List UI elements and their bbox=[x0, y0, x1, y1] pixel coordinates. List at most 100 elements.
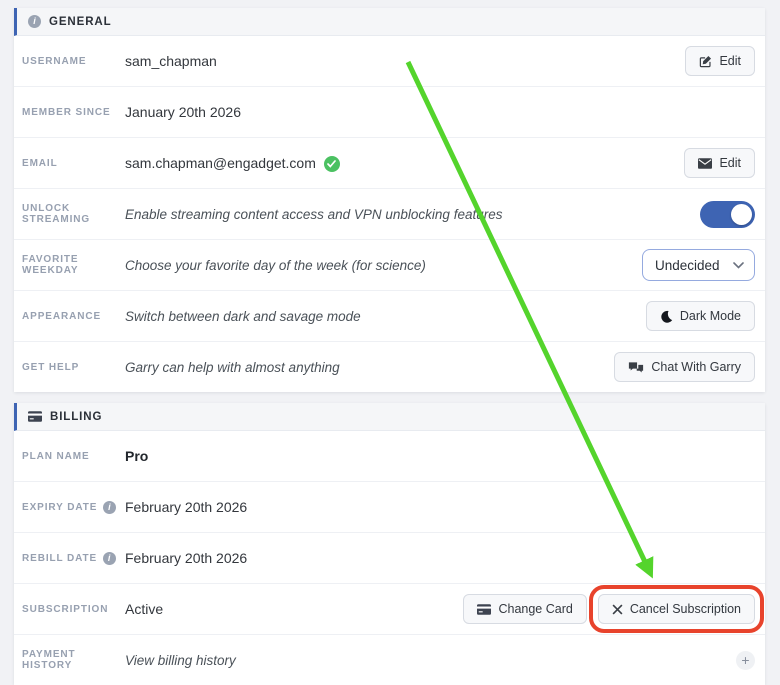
row-label-text: EMAIL bbox=[22, 157, 58, 169]
row-value: February 20th 2026 bbox=[125, 550, 755, 566]
chat-with-garry-button[interactable]: Chat With Garry bbox=[614, 352, 755, 382]
row-value-text: Choose your favorite day of the week (fo… bbox=[125, 257, 426, 273]
row-value: sam.chapman@engadget.com bbox=[125, 155, 684, 172]
row-label-text: PAYMENT HISTORY bbox=[22, 649, 76, 671]
edit-button[interactable]: Edit bbox=[685, 46, 755, 76]
edit-pencil-icon bbox=[699, 55, 712, 68]
credit-card-icon bbox=[477, 603, 492, 615]
row-payment-history: PAYMENT HISTORY View billing history + bbox=[14, 634, 765, 685]
row-label-text: EXPIRY DATE bbox=[22, 501, 98, 513]
row-actions: Dark Mode bbox=[645, 301, 755, 331]
row-label-text: REBILL DATE bbox=[22, 552, 98, 564]
button-label: Dark Mode bbox=[679, 309, 741, 323]
envelope-icon bbox=[698, 157, 713, 169]
row-label-text: GET HELP bbox=[22, 361, 80, 373]
chevron-down-icon bbox=[733, 256, 744, 274]
info-icon[interactable]: i bbox=[103, 551, 117, 565]
row-value: January 20th 2026 bbox=[125, 104, 755, 120]
row-get-help: GET HELP Garry can help with almost anyth… bbox=[14, 341, 765, 392]
row-label: SUBSCRIPTION bbox=[22, 604, 125, 615]
row-label-text: PLAN NAME bbox=[22, 450, 90, 462]
row-actions bbox=[700, 200, 755, 228]
button-label: Change Card bbox=[498, 602, 573, 616]
row-label: APPEARANCE bbox=[22, 311, 125, 322]
select-value: Undecided bbox=[655, 257, 720, 273]
button-label: Chat With Garry bbox=[651, 360, 741, 374]
row-value-text: Active bbox=[125, 601, 164, 617]
row-value: Pro bbox=[125, 448, 755, 464]
info-icon: i bbox=[28, 15, 41, 28]
row-value-text: February 20th 2026 bbox=[125, 550, 248, 566]
row-label: PLAN NAME bbox=[22, 451, 125, 462]
general-rows: USERNAME sam_chapman Edit MEMBER SINCE Janua… bbox=[14, 36, 765, 392]
toggle-knob bbox=[731, 203, 752, 225]
button-label: Cancel Subscription bbox=[629, 602, 741, 616]
cancel-subscription-button[interactable]: Cancel Subscription bbox=[588, 585, 765, 633]
row-value: sam_chapman bbox=[125, 53, 685, 69]
moon-icon bbox=[660, 310, 673, 323]
button-label: Edit bbox=[719, 54, 741, 68]
section-title: BILLING bbox=[50, 410, 103, 423]
credit-card-icon bbox=[28, 411, 42, 422]
row-value-text: February 20th 2026 bbox=[125, 499, 248, 515]
row-favorite-weekday: FAVORITE WEEKDAY Choose your favorite day… bbox=[14, 239, 765, 290]
row-label-text: USERNAME bbox=[22, 55, 87, 67]
row-value-text: Enable streaming content access and VPN … bbox=[125, 206, 503, 222]
row-label-text: APPEARANCE bbox=[22, 310, 102, 322]
row-label: REBILL DATE i bbox=[22, 551, 125, 565]
row-value: Choose your favorite day of the week (fo… bbox=[125, 258, 642, 273]
row-value: Switch between dark and savage mode bbox=[125, 309, 646, 324]
row-actions: Change Card Cancel Subscription bbox=[463, 585, 765, 633]
x-icon bbox=[612, 604, 623, 615]
general-section: i GENERAL USERNAME sam_chapman Edit MEMBER … bbox=[14, 8, 765, 392]
row-label: EXPIRY DATE i bbox=[22, 500, 125, 514]
unlock-streaming-toggle[interactable] bbox=[700, 200, 755, 228]
row-value: Active bbox=[125, 601, 463, 617]
favorite-weekday-select[interactable]: Undecided bbox=[642, 249, 755, 281]
row-label: GET HELP bbox=[22, 362, 125, 373]
row-member-since: MEMBER SINCE January 20th 2026 bbox=[14, 86, 765, 137]
row-label: UNLOCK STREAMING bbox=[22, 203, 125, 225]
button-label: Edit bbox=[719, 156, 741, 170]
row-label-text: FAVORITE WEEKDAY bbox=[22, 254, 79, 276]
row-value: View billing history bbox=[125, 653, 736, 668]
row-label: EMAIL bbox=[22, 158, 125, 169]
chat-icon bbox=[628, 361, 644, 374]
section-title: GENERAL bbox=[49, 15, 112, 28]
row-value: Garry can help with almost anything bbox=[125, 360, 614, 375]
row-label-text: UNLOCK STREAMING bbox=[22, 203, 91, 225]
row-label: USERNAME bbox=[22, 56, 125, 67]
row-label: PAYMENT HISTORY bbox=[22, 649, 125, 671]
row-value-text: Garry can help with almost anything bbox=[125, 359, 340, 375]
billing-section-header: BILLING bbox=[14, 403, 765, 431]
row-unlock-streaming: UNLOCK STREAMING Enable streaming content… bbox=[14, 188, 765, 239]
row-subscription: SUBSCRIPTION Active Change Card Cancel Subs… bbox=[14, 583, 765, 634]
edit-button[interactable]: Edit bbox=[684, 148, 755, 178]
row-value-text: Pro bbox=[125, 448, 149, 464]
row-expiry-date: EXPIRY DATE i February 20th 2026 bbox=[14, 481, 765, 532]
row-actions: Edit bbox=[685, 46, 755, 76]
change-card-button[interactable]: Change Card bbox=[463, 594, 587, 624]
row-actions: + bbox=[736, 650, 755, 670]
plus-button[interactable]: + bbox=[736, 650, 755, 670]
row-value-text: View billing history bbox=[125, 652, 236, 668]
row-plan-name: PLAN NAME Pro bbox=[14, 431, 765, 481]
billing-rows: PLAN NAME Pro EXPIRY DATE i February 20th 20… bbox=[14, 431, 765, 685]
row-rebill-date: REBILL DATE i February 20th 2026 bbox=[14, 532, 765, 583]
row-email: EMAIL sam.chapman@engadget.com Edit bbox=[14, 137, 765, 188]
row-actions: Undecided bbox=[642, 249, 755, 281]
row-value: February 20th 2026 bbox=[125, 499, 755, 515]
info-icon[interactable]: i bbox=[103, 500, 117, 514]
row-value-text: January 20th 2026 bbox=[125, 104, 241, 120]
row-label-text: MEMBER SINCE bbox=[22, 106, 111, 118]
row-value: Enable streaming content access and VPN … bbox=[125, 207, 700, 222]
row-label: MEMBER SINCE bbox=[22, 107, 125, 118]
check-icon bbox=[323, 155, 340, 172]
general-section-header: i GENERAL bbox=[14, 8, 765, 36]
row-username: USERNAME sam_chapman Edit bbox=[14, 36, 765, 86]
row-value-text: sam_chapman bbox=[125, 53, 217, 69]
billing-section: BILLING PLAN NAME Pro EXPIRY DATE i February… bbox=[14, 403, 765, 685]
row-label: FAVORITE WEEKDAY bbox=[22, 254, 125, 276]
dark-mode-button[interactable]: Dark Mode bbox=[645, 301, 755, 331]
